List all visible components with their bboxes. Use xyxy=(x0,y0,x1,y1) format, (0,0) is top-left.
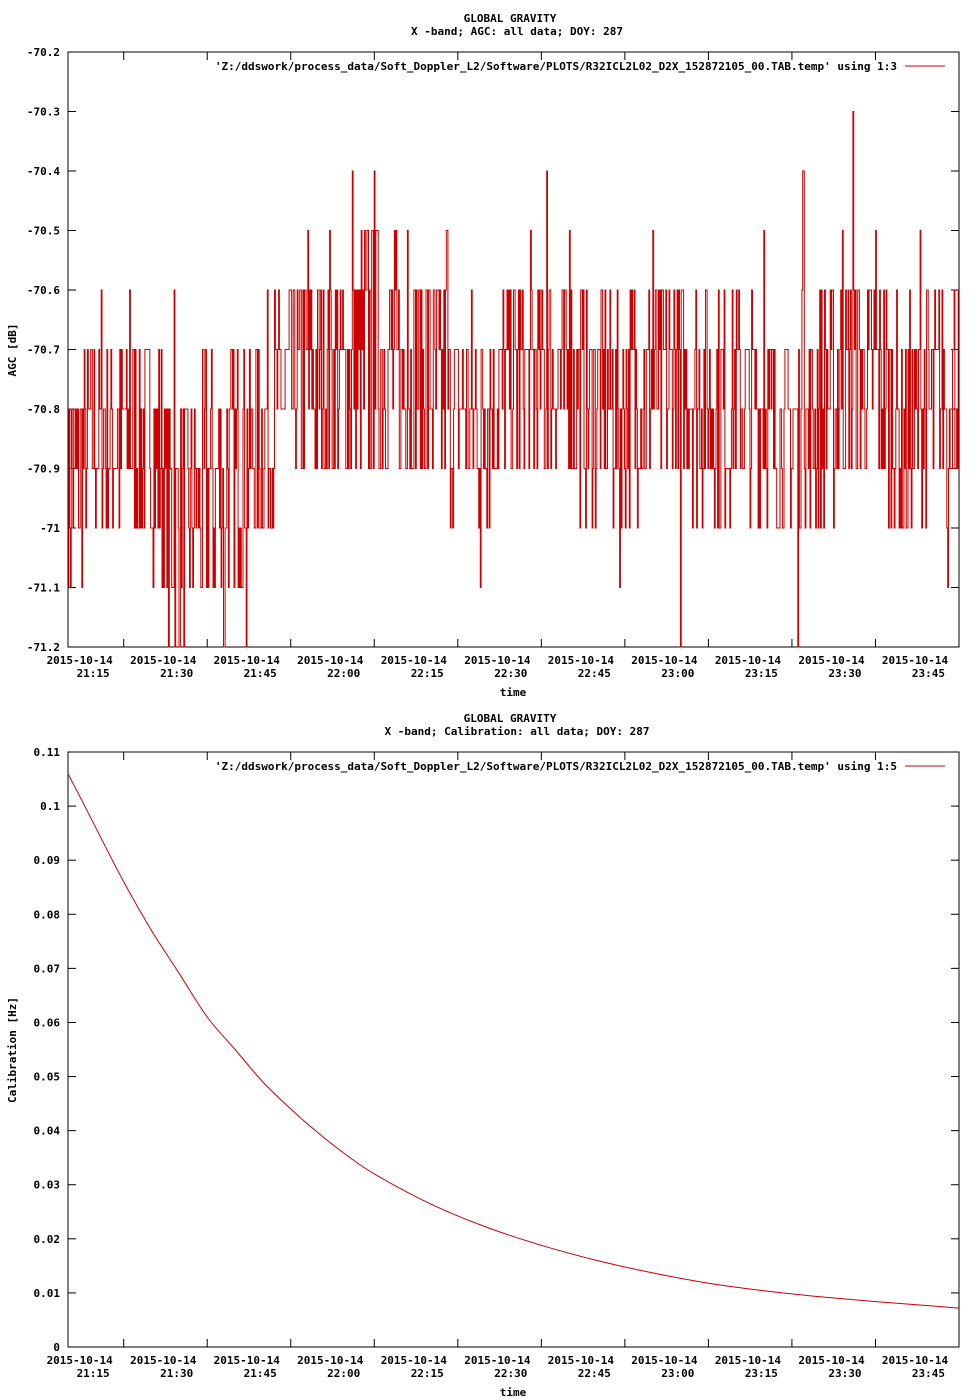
agc-x-tick-date: 2015-10-14 xyxy=(214,654,281,667)
calibration-x-tick-time: 23:00 xyxy=(661,1367,694,1380)
calibration-y-tick-label: 0 xyxy=(53,1341,60,1354)
agc-y-tick-label: -70.4 xyxy=(27,165,60,178)
calibration-y-tick-label: 0.08 xyxy=(34,908,61,921)
calibration-x-tick-time: 22:30 xyxy=(494,1367,527,1380)
calibration-x-tick-date: 2015-10-14 xyxy=(798,1354,865,1367)
agc-y-tick-label: -70.9 xyxy=(27,463,60,476)
calibration-series-line xyxy=(67,773,960,1309)
calibration-y-ticks: 0.11 0.1 0.09 0.08 0.07 0.06 0.05 0.04 0.03 0.02 0… xyxy=(34,746,959,1354)
agc-y-tick-label: -71.2 xyxy=(27,641,60,654)
agc-x-tick-date: 2015-10-14 xyxy=(882,654,949,667)
calibration-x-tick-time: 23:15 xyxy=(745,1367,778,1380)
calibration-y-tick-label: 0.03 xyxy=(34,1179,61,1192)
calibration-y-tick-label: 0.1 xyxy=(40,800,60,813)
calibration-x-tick-date: 2015-10-14 xyxy=(548,1354,615,1367)
calibration-x-tick-time: 22:45 xyxy=(578,1367,611,1380)
agc-y-tick-label: -70.3 xyxy=(27,106,60,119)
calibration-x-tick-date: 2015-10-14 xyxy=(130,1354,197,1367)
agc-y-tick-label: -71.1 xyxy=(27,582,60,595)
agc-y-ticks: -70.2 -70.3 -70.4 -70.5 -70.6 -70.7 -70.8 -70.9… xyxy=(27,46,959,654)
agc-x-tick-time: 23:15 xyxy=(745,667,778,680)
calibration-x-tick-date: 2015-10-14 xyxy=(882,1354,949,1367)
agc-x-tick-date: 2015-10-14 xyxy=(715,654,782,667)
calibration-x-tick-time: 23:30 xyxy=(828,1367,861,1380)
calibration-x-tick-date: 2015-10-14 xyxy=(381,1354,448,1367)
agc-x-axis-label: time xyxy=(500,686,527,699)
calibration-x-tick-date: 2015-10-14 xyxy=(297,1354,364,1367)
calibration-x-tick-time: 22:00 xyxy=(327,1367,360,1380)
agc-x-tick-time: 22:45 xyxy=(578,667,611,680)
agc-y-tick-label: -70.2 xyxy=(27,46,60,59)
calibration-y-tick-label: 0.07 xyxy=(34,962,61,975)
calibration-x-tick-time: 21:15 xyxy=(77,1367,110,1380)
calibration-y-tick-label: 0.09 xyxy=(34,854,61,867)
agc-x-tick-date: 2015-10-14 xyxy=(297,654,364,667)
agc-x-tick-date: 2015-10-14 xyxy=(47,654,114,667)
calibration-x-tick-date: 2015-10-14 xyxy=(47,1354,114,1367)
calibration-y-tick-label: 0.04 xyxy=(34,1125,61,1138)
agc-x-tick-date: 2015-10-14 xyxy=(130,654,197,667)
agc-x-tick-time: 23:30 xyxy=(828,667,861,680)
calibration-x-tick-date: 2015-10-14 xyxy=(214,1354,281,1367)
calibration-y-tick-label: 0.01 xyxy=(34,1287,61,1300)
agc-x-ticks: 2015-10-1421:152015-10-1421:302015-10-14… xyxy=(47,52,960,680)
agc-legend-label: 'Z:/ddswork/process_data/Soft_Doppler_L2… xyxy=(215,60,897,73)
agc-x-tick-time: 21:30 xyxy=(160,667,193,680)
calibration-x-axis-label: time xyxy=(500,1386,527,1399)
agc-y-axis-label: AGC [dB] xyxy=(6,324,19,377)
calibration-x-tick-time: 21:45 xyxy=(244,1367,277,1380)
agc-x-tick-time: 21:45 xyxy=(244,667,277,680)
agc-x-tick-time: 22:00 xyxy=(327,667,360,680)
agc-y-tick-label: -70.5 xyxy=(27,225,60,238)
agc-y-tick-label: -71 xyxy=(40,522,60,535)
calibration-x-tick-time: 23:45 xyxy=(912,1367,945,1380)
agc-x-tick-time: 22:15 xyxy=(411,667,444,680)
calibration-x-tick-time: 21:30 xyxy=(160,1367,193,1380)
agc-x-tick-time: 22:30 xyxy=(494,667,527,680)
agc-y-tick-label: -70.6 xyxy=(27,284,60,297)
calibration-plot-frame xyxy=(67,751,960,1348)
calibration-y-tick-label: 0.11 xyxy=(34,746,61,759)
calibration-x-tick-date: 2015-10-14 xyxy=(464,1354,531,1367)
agc-y-tick-label: -70.8 xyxy=(27,403,60,416)
agc-x-tick-time: 21:15 xyxy=(77,667,110,680)
agc-chart: GLOBAL GRAVITY X -band; AGC: all data; D… xyxy=(6,12,960,699)
calibration-chart: GLOBAL GRAVITY X -band; Calibration: all… xyxy=(6,712,960,1399)
agc-chart-title: GLOBAL GRAVITY xyxy=(464,12,557,25)
agc-x-tick-date: 2015-10-14 xyxy=(464,654,531,667)
agc-x-tick-time: 23:45 xyxy=(912,667,945,680)
agc-y-tick-label: -70.7 xyxy=(27,344,60,357)
calibration-legend-label: 'Z:/ddswork/process_data/Soft_Doppler_L2… xyxy=(215,760,897,773)
calibration-y-tick-label: 0.06 xyxy=(34,1016,61,1029)
agc-x-tick-date: 2015-10-14 xyxy=(381,654,448,667)
calibration-y-tick-label: 0.02 xyxy=(34,1233,61,1246)
calibration-x-tick-date: 2015-10-14 xyxy=(715,1354,782,1367)
calibration-chart-title: GLOBAL GRAVITY xyxy=(464,712,557,725)
agc-x-tick-date: 2015-10-14 xyxy=(631,654,698,667)
calibration-x-tick-date: 2015-10-14 xyxy=(631,1354,698,1367)
calibration-chart-subtitle: X -band; Calibration: all data; DOY: 287 xyxy=(385,725,650,738)
agc-x-tick-date: 2015-10-14 xyxy=(548,654,615,667)
agc-x-tick-time: 23:00 xyxy=(661,667,694,680)
agc-x-tick-date: 2015-10-14 xyxy=(798,654,865,667)
calibration-x-ticks: 2015-10-1421:152015-10-1421:302015-10-14… xyxy=(47,752,960,1380)
agc-series-line xyxy=(68,111,959,648)
calibration-y-tick-label: 0.05 xyxy=(34,1071,61,1084)
calibration-x-tick-time: 22:15 xyxy=(411,1367,444,1380)
agc-chart-subtitle: X -band; AGC: all data; DOY: 287 xyxy=(411,25,623,38)
calibration-y-axis-label: Calibration [Hz] xyxy=(6,997,19,1103)
